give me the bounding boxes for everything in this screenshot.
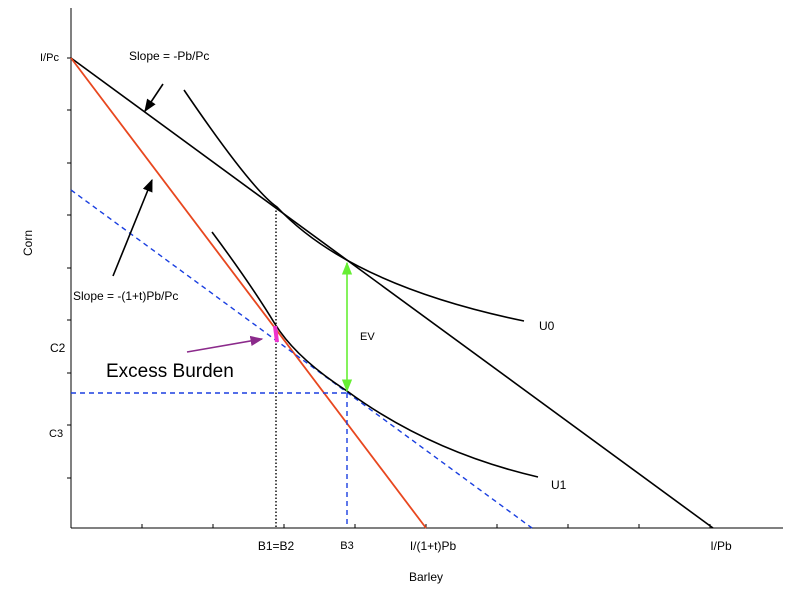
excess-burden-label: Excess Burden — [106, 361, 234, 382]
slope-original-label: Slope = -Pb/Pc — [129, 49, 209, 63]
slope-taxed-label: Slope = -(1+t)Pb/Pc — [73, 289, 178, 303]
slope-taxed-arrow — [112, 178, 153, 277]
compensated-budget-line — [70, 189, 533, 529]
y-axis-label: Corn — [21, 230, 35, 256]
excess-burden-arrow — [186, 335, 264, 353]
ev-label: EV — [360, 331, 375, 343]
indifference-curve-u0 — [183, 89, 525, 322]
x-axis-ticks — [141, 524, 711, 528]
y-tick-label-c3: C3 — [49, 428, 63, 440]
y-axis-ticks — [67, 57, 71, 479]
x-tick-label-b3: B3 — [340, 540, 353, 552]
taxed-budget-line — [70, 57, 427, 529]
original-budget-line — [70, 57, 714, 529]
x-tick-label-b1b2: B1=B2 — [258, 539, 295, 553]
x-axis-label: Barley — [409, 570, 443, 584]
curve-label-u1: U1 — [551, 478, 567, 492]
curve-label-u0: U0 — [539, 319, 555, 333]
slope-original-arrow — [144, 83, 164, 113]
excess-burden-marker — [273, 325, 279, 343]
x-tick-label-max: I/Pb — [710, 539, 732, 553]
indifference-curve-u1 — [211, 231, 539, 478]
x-tick-label-taxed: I/(1+t)Pb — [410, 539, 457, 553]
y-tick-label-max: I/Pc — [40, 52, 59, 64]
y-tick-label-c2: C2 — [50, 341, 66, 355]
